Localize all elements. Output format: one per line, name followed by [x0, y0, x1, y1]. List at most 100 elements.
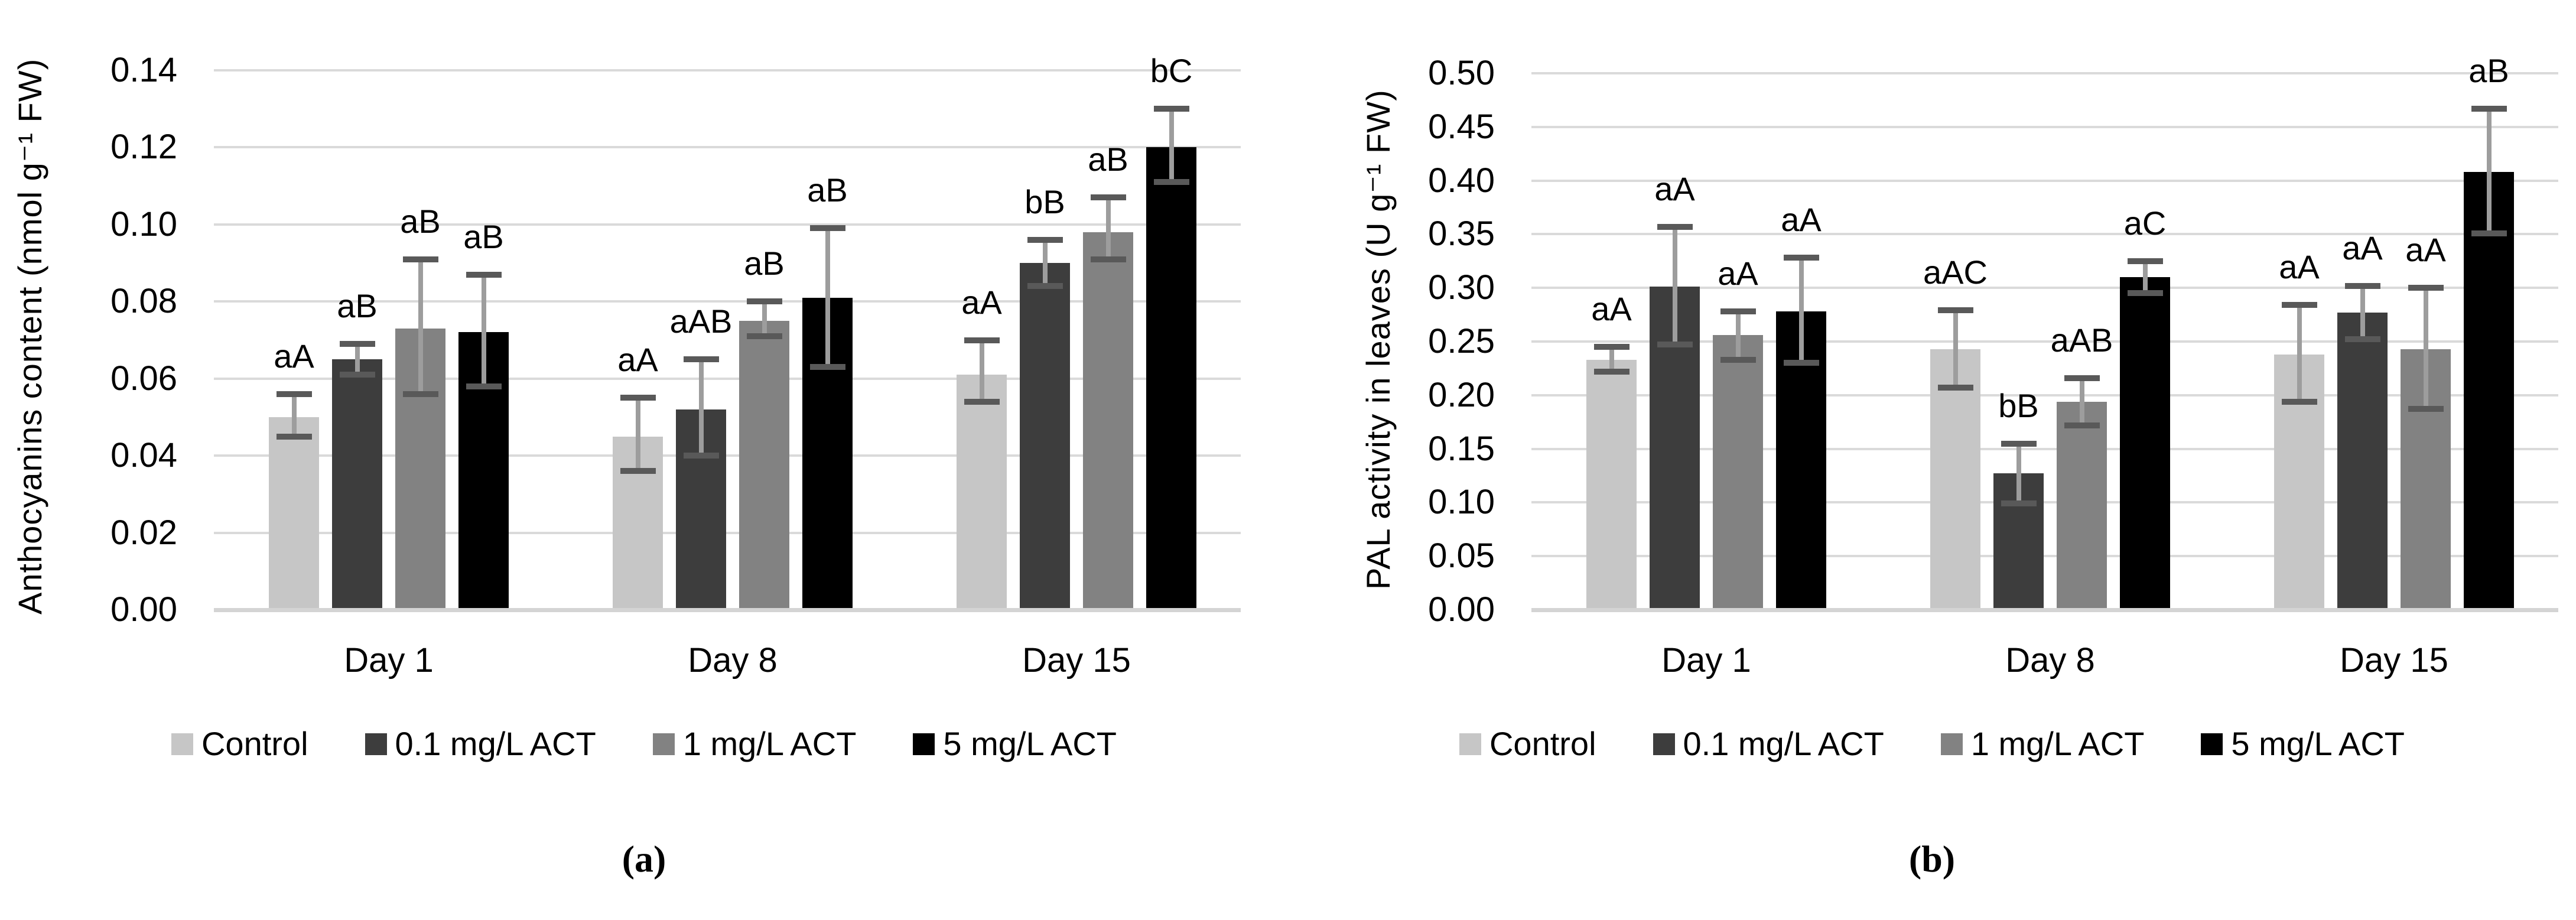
- error-bar-cap-top: [2281, 302, 2317, 308]
- legend-item: Control: [171, 726, 308, 762]
- significance-label: aA: [2405, 231, 2446, 269]
- y-tick-label: 0.25: [1428, 322, 1495, 360]
- error-bar-cap-bottom: [1657, 342, 1693, 348]
- legend-a: Control 0.1 mg/L ACT 1 mg/L ACT 5 mg/L ACT: [0, 726, 1288, 762]
- error-bar-stem: [291, 394, 297, 437]
- legend-swatch-0.1-mg-l-act: [365, 733, 387, 755]
- error-bar-stem: [1609, 347, 1614, 372]
- bar-1-mg-l-act-day-1: [1713, 335, 1763, 610]
- error-bar-cap-top: [1153, 106, 1189, 112]
- error-bar-cap-top: [809, 225, 845, 232]
- bar-5-mg-l-act-day-15: [1146, 147, 1196, 610]
- chart-panel-a: Anthocyanins content (nmol g⁻¹ FW) Contr…: [0, 51, 1288, 880]
- error-bar-cap-bottom: [2408, 406, 2444, 412]
- bar-control-day-15: [957, 375, 1007, 610]
- error-bar-cap-bottom: [1720, 356, 1756, 363]
- legend-swatch-0.1-mg-l-act: [1653, 733, 1675, 755]
- bar-5-mg-l-act-day-8: [2120, 277, 2170, 610]
- y-tick-label: 0.06: [110, 359, 177, 398]
- error-bar-stem: [1042, 239, 1048, 287]
- significance-label: aA: [274, 337, 314, 375]
- x-axis-line: [1531, 608, 2558, 612]
- error-bar-cap-bottom: [809, 364, 845, 370]
- gridline: [1531, 447, 2558, 450]
- error-bar-stem: [635, 398, 640, 472]
- error-bar-stem: [2079, 378, 2084, 425]
- significance-label: aAC: [1923, 253, 1988, 291]
- significance-label: aA: [1718, 255, 1758, 292]
- error-bar-stem: [2360, 285, 2365, 340]
- significance-label: aB: [2468, 51, 2509, 89]
- error-bar-cap-top: [2001, 440, 2037, 447]
- error-bar-stem: [1169, 109, 1174, 183]
- error-bar-stem: [2486, 108, 2492, 233]
- significance-label: aA: [2279, 248, 2320, 286]
- gridline: [214, 146, 1241, 149]
- error-bar-stem: [762, 301, 767, 336]
- error-bar-cap-top: [1090, 194, 1126, 201]
- y-tick-label: 0.20: [1428, 375, 1495, 414]
- error-bar-cap-bottom: [402, 391, 438, 397]
- error-bar-stem: [418, 259, 423, 394]
- y-tick-label: 0.45: [1428, 107, 1495, 146]
- bar-5-mg-l-act-day-15: [2464, 172, 2514, 610]
- significance-label: aAB: [2050, 321, 2113, 359]
- error-bar-cap-bottom: [1783, 360, 1819, 366]
- error-bar-cap-bottom: [683, 453, 719, 459]
- legend-label: 1 mg/L ACT: [682, 725, 857, 762]
- gridline: [1531, 233, 2558, 236]
- y-tick-label: 0.40: [1428, 161, 1495, 200]
- x-category-label: Day 8: [688, 641, 778, 680]
- legend-item: 1 mg/L ACT: [652, 725, 857, 762]
- y-tick-label: 0.35: [1428, 214, 1495, 253]
- y-tick-label: 0.15: [1428, 429, 1495, 468]
- error-bar-cap-top: [1937, 307, 1973, 314]
- error-bar-cap-top: [339, 341, 375, 347]
- x-category-label: Day 15: [1022, 641, 1131, 680]
- bar-1-mg-l-act-day-8: [2057, 401, 2107, 610]
- error-bar-stem: [1798, 258, 1804, 363]
- error-bar-cap-top: [276, 391, 312, 397]
- error-bar-cap-bottom: [1153, 179, 1189, 186]
- error-bar-cap-bottom: [964, 398, 1000, 405]
- bar-control-day-1: [269, 417, 319, 610]
- bar-1-mg-l-act-day-8: [739, 320, 789, 610]
- error-bar-stem: [481, 274, 486, 386]
- error-bar-cap-bottom: [276, 433, 312, 440]
- error-bar-stem: [2297, 305, 2302, 402]
- y-tick-label: 0.00: [1428, 590, 1495, 629]
- gridline: [1531, 501, 2558, 504]
- error-bar-cap-top: [620, 395, 656, 401]
- significance-label: aA: [617, 341, 658, 379]
- x-category-label: Day 1: [1661, 641, 1751, 680]
- legend-item: 1 mg/L ACT: [1940, 726, 2144, 762]
- significance-label: bB: [1024, 183, 1065, 220]
- significance-label: aB: [1088, 141, 1128, 178]
- error-bar-cap-top: [1720, 308, 1756, 315]
- legend-swatch-5-mg-l-act: [2201, 733, 2223, 755]
- y-tick-label: 0.00: [110, 590, 177, 629]
- error-bar-stem: [979, 340, 984, 402]
- error-bar-stem: [2423, 288, 2428, 409]
- error-bar-cap-top: [1027, 236, 1063, 243]
- bar-0.1-mg-l-act-day-15: [1020, 263, 1070, 610]
- bar-0.1-mg-l-act-day-1: [332, 359, 382, 610]
- error-bar-stem: [1953, 310, 1958, 388]
- gridline: [214, 531, 1241, 534]
- gridline: [1531, 555, 2558, 558]
- y-tick-label: 0.50: [1428, 54, 1495, 92]
- error-bar-cap-bottom: [2001, 500, 2037, 507]
- error-bar-cap-top: [1783, 255, 1819, 261]
- error-bar-cap-top: [2127, 258, 2163, 264]
- legend-label: 5 mg/L ACT: [943, 725, 1117, 762]
- error-bar-cap-top: [964, 337, 1000, 343]
- error-bar-stem: [2142, 261, 2148, 294]
- x-axis-line: [214, 608, 1241, 612]
- error-bar-cap-top: [1593, 344, 1629, 350]
- x-category-label: Day 1: [344, 641, 434, 680]
- significance-label: aA: [2342, 229, 2383, 266]
- gridline: [1531, 125, 2558, 128]
- y-tick-label: 0.05: [1428, 537, 1495, 576]
- error-bar-cap-bottom: [339, 372, 375, 378]
- significance-label: aA: [1654, 170, 1695, 207]
